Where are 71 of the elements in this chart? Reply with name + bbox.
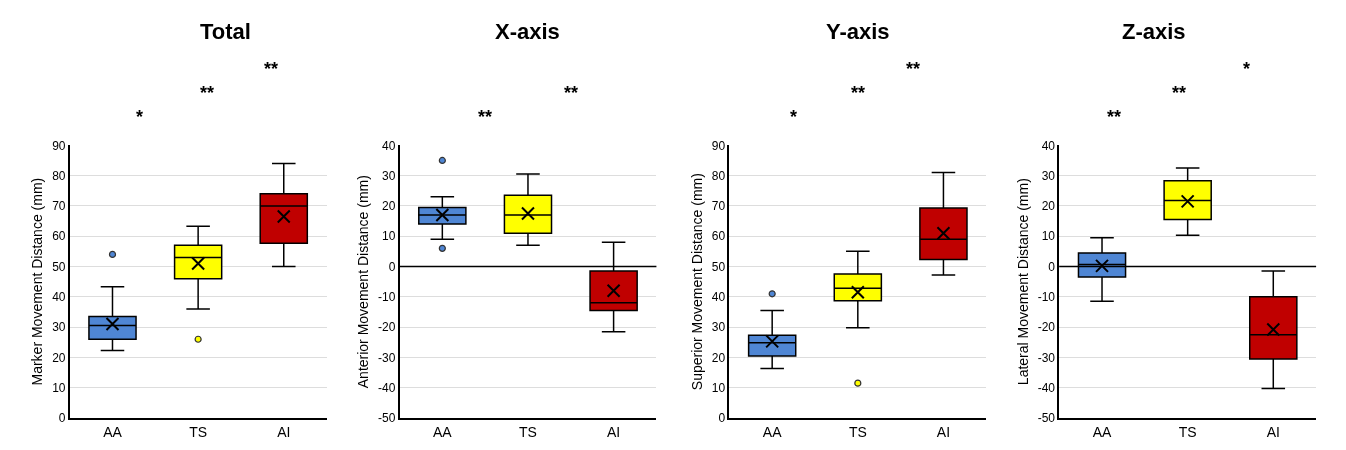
chart-title: X-axis xyxy=(495,19,560,44)
y-axis-title: Superior Movement Distance (mm) xyxy=(688,173,705,391)
y-tick-label: 70 xyxy=(52,199,66,214)
x-tick-label: AA xyxy=(762,423,783,440)
y-tick-label: 20 xyxy=(52,350,66,365)
text: ** xyxy=(906,59,921,79)
y-tick-label: 10 xyxy=(52,380,66,395)
x-tick-label: TS xyxy=(519,423,537,440)
y-tick-label: 80 xyxy=(711,168,726,183)
x-tick-label: AI xyxy=(936,423,951,440)
x-tick-label: TS xyxy=(1178,423,1197,440)
text: ** xyxy=(1107,107,1122,127)
y-tick-label: -30 xyxy=(378,350,396,365)
x-tick-label: AI xyxy=(1266,423,1280,440)
y-tick-label: 20 xyxy=(382,199,396,214)
text: * xyxy=(790,107,798,127)
text: * xyxy=(136,107,144,127)
text: ** xyxy=(264,59,279,79)
text: ** xyxy=(851,83,866,103)
x-tick-label: AA xyxy=(103,423,123,440)
y-tick-label: 20 xyxy=(1041,199,1056,214)
text: ** xyxy=(1172,83,1187,103)
y-tick-label: 0 xyxy=(1048,259,1056,274)
y-axis-title: Anterior Movement Distance (mm) xyxy=(355,175,372,389)
y-tick-label: -10 xyxy=(1037,290,1056,305)
y-tick-label: 90 xyxy=(711,138,726,153)
x-tick-label: AI xyxy=(606,423,621,440)
y-tick-label: 50 xyxy=(711,259,726,274)
y-axis-title: Marker Movement Distance (mm) xyxy=(29,177,46,386)
y-tick-label: 30 xyxy=(52,320,66,335)
y-tick-label: -10 xyxy=(378,290,396,305)
chart-title: Y-axis xyxy=(826,19,890,44)
y-tick-label: -50 xyxy=(378,411,396,426)
x-tick-label: TS xyxy=(189,423,208,440)
x-tick-label: AA xyxy=(1092,423,1113,440)
text: ** xyxy=(200,83,215,103)
y-axis-title: Lateral Movement Distance (mm) xyxy=(1014,178,1031,386)
y-tick-label: -20 xyxy=(378,320,396,335)
chart-title: Total xyxy=(200,19,251,44)
y-tick-label: 60 xyxy=(52,229,66,244)
y-tick-label: 10 xyxy=(1041,229,1056,244)
y-tick-label: 0 xyxy=(58,411,66,426)
y-tick-label: 0 xyxy=(388,259,396,274)
y-tick-label: 0 xyxy=(718,411,726,426)
y-tick-label: -50 xyxy=(1037,411,1056,426)
y-tick-label: 30 xyxy=(382,168,396,183)
y-tick-label: 30 xyxy=(1041,168,1056,183)
y-tick-label: 60 xyxy=(711,229,726,244)
y-tick-label: -30 xyxy=(1037,350,1056,365)
y-tick-label: 70 xyxy=(711,199,726,214)
y-tick-label: 20 xyxy=(711,350,726,365)
x-tick-label: TS xyxy=(848,423,867,440)
y-tick-label: 40 xyxy=(52,290,66,305)
y-tick-label: 10 xyxy=(382,229,396,244)
y-tick-label: 40 xyxy=(382,138,396,153)
chart-title: Z-axis xyxy=(1122,19,1186,44)
y-tick-label: -20 xyxy=(1037,320,1056,335)
y-tick-label: 90 xyxy=(52,138,66,153)
text: ** xyxy=(564,83,579,103)
x-tick-label: AA xyxy=(432,423,453,440)
y-tick-label: 10 xyxy=(711,380,726,395)
y-tick-label: 30 xyxy=(711,320,726,335)
y-tick-label: -40 xyxy=(1037,380,1056,395)
y-tick-label: 80 xyxy=(52,168,66,183)
y-tick-label: -40 xyxy=(378,380,396,395)
y-tick-label: 40 xyxy=(711,290,726,305)
y-tick-label: 40 xyxy=(1041,138,1056,153)
x-tick-label: AI xyxy=(277,423,291,440)
y-tick-label: 50 xyxy=(52,259,66,274)
text: ** xyxy=(478,107,493,127)
text: * xyxy=(1243,59,1251,79)
